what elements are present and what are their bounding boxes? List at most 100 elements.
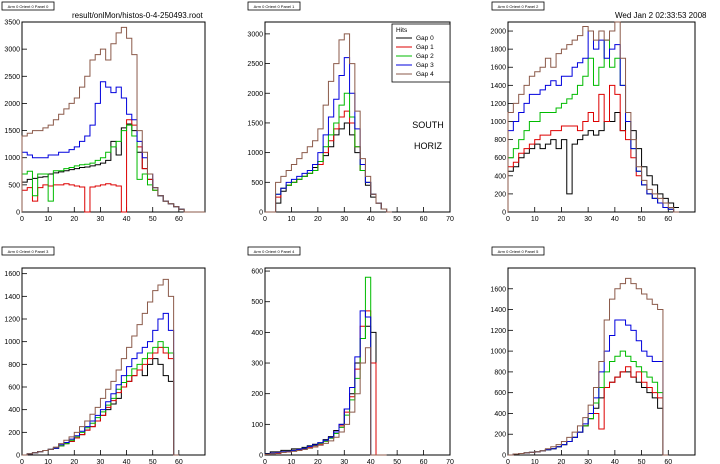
y-tick-label: 800 [8,362,20,369]
legend-entry: Gap 2 [416,53,434,60]
plot-frame [264,267,451,456]
y-tick-label: 1000 [4,155,20,162]
x-tick-label: 20 [314,459,322,464]
x-tick-label: 0 [506,216,510,223]
y-tick-label: 400 [8,407,20,414]
x-tick-label: 40 [367,216,375,223]
y-tick-label: 500 [251,180,263,187]
y-tick-label: 500 [251,299,263,306]
series-gap-1 [264,310,387,456]
y-tick-label: 0 [259,210,263,217]
y-tick-label: 1400 [4,294,20,301]
x-tick-label: 10 [44,216,52,223]
y-tick-label: 800 [494,369,506,376]
panel-title-box [247,1,301,11]
y-tick-label: 3000 [247,31,263,38]
series-gap-2 [21,124,205,213]
x-tick-label: 50 [638,216,646,223]
panel-title-box [491,1,545,11]
x-tick-label: 30 [584,459,592,464]
y-tick-label: 0 [16,453,20,460]
y-tick-label: 0 [16,210,20,217]
plot-frame [507,21,696,213]
y-tick-label: 0 [502,210,506,217]
x-tick-label: 60 [175,459,183,464]
series-gap-2 [508,350,669,456]
series-gap-0 [507,111,679,212]
x-tick-label: 0 [20,459,24,464]
y-tick-label: 1200 [4,317,20,324]
x-tick-label: 50 [638,459,646,464]
series-gap-3 [265,57,392,213]
x-tick-label: 40 [123,459,131,464]
y-tick-label: 1600 [4,271,20,278]
series-gap-0 [21,123,205,213]
y-tick-label: 1600 [490,286,506,293]
x-tick-label: 60 [664,459,672,464]
x-tick-label: 30 [340,216,348,223]
x-tick-label: 10 [288,459,296,464]
y-tick-label: 800 [494,137,506,144]
plot-frame [21,21,206,213]
y-tick-label: 2500 [247,61,263,68]
x-tick-label: 20 [558,216,566,223]
series-gap-2 [264,276,387,456]
y-tick-label: 2000 [4,101,20,108]
y-tick-label: 2000 [490,29,506,36]
panel-title-box [1,246,55,256]
y-tick-label: 3500 [4,20,20,27]
legend-entry: Gap 3 [416,62,434,69]
x-tick-label: 50 [149,216,157,223]
series-gap-3 [22,312,179,456]
y-tick-label: 1000 [247,150,263,157]
y-tick-label: 1000 [4,339,20,346]
x-tick-label: 40 [611,459,619,464]
series-gap-3 [507,30,679,213]
y-tick-label: 600 [8,385,20,392]
x-tick-label: 30 [97,459,105,464]
y-tick-label: 1400 [490,307,506,314]
y-tick-label: 2500 [4,74,20,81]
series-gap-4 [22,278,179,456]
x-tick-label: 50 [393,216,401,223]
x-tick-label: 20 [558,459,566,464]
series-gap-4 [264,347,387,456]
x-tick-label: 60 [664,216,672,223]
y-tick-label: 1000 [490,349,506,356]
series-gap-4 [21,26,205,213]
x-tick-label: 60 [420,216,428,223]
y-tick-label: 1600 [490,65,506,72]
plot-frame [507,267,696,456]
file-path-label: result/onlMon/histos-0-4-250493.root [72,11,203,20]
y-tick-label: 1800 [490,47,506,54]
plot-frame [21,267,206,456]
y-tick-label: 0 [259,453,263,460]
series-gap-1 [21,119,205,213]
legend-entry: Gap 4 [416,71,434,78]
y-tick-label: 3000 [4,47,20,54]
legend-entry: Gap 1 [416,44,434,51]
x-tick-label: 0 [263,216,267,223]
x-tick-label: 30 [97,216,105,223]
panel-annotation: SOUTH [412,120,444,130]
panel-annotation: HORIZ [414,141,443,151]
y-tick-label: 500 [8,182,20,189]
x-tick-label: 60 [420,459,428,464]
series-gap-2 [507,39,679,213]
y-tick-label: 100 [251,422,263,429]
x-tick-label: 50 [149,459,157,464]
x-tick-label: 20 [70,216,78,223]
y-tick-label: 300 [251,361,263,368]
y-tick-label: 600 [251,269,263,276]
y-tick-label: 400 [494,411,506,418]
x-tick-label: 0 [20,216,24,223]
panel-title: Arm 0 Orient 0 Panel 3 [8,249,49,254]
x-tick-label: 50 [393,459,401,464]
panel-title-box [247,246,301,256]
series-gap-4 [507,21,679,213]
y-tick-label: 200 [494,432,506,439]
panel-title: Arm 0 Orient 0 Panel 2 [498,4,539,9]
x-tick-label: 20 [70,459,78,464]
series-gap-4 [508,277,669,456]
